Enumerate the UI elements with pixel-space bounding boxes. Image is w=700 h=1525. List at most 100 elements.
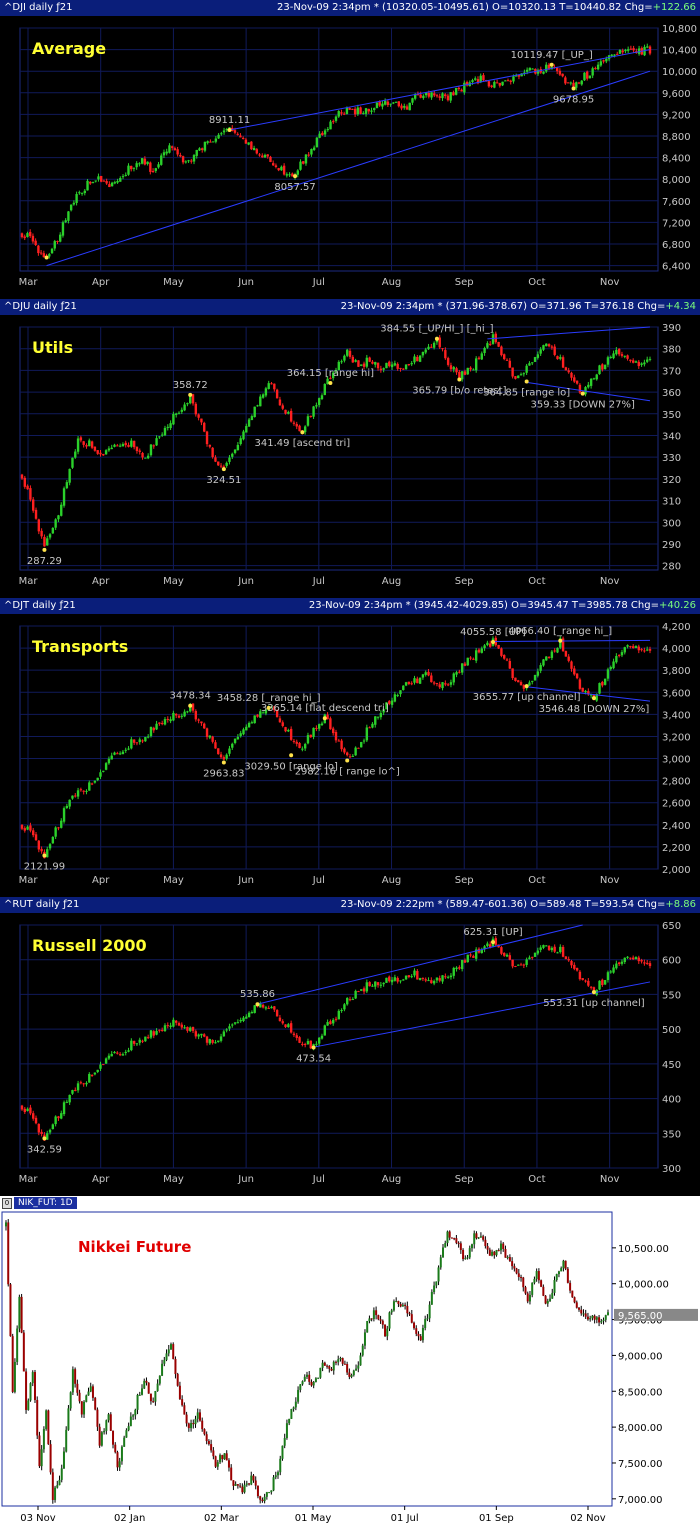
candle-body <box>60 1113 63 1119</box>
candle-body <box>211 447 214 458</box>
candle-body <box>203 1034 206 1037</box>
candle-body <box>458 371 461 379</box>
candle-body <box>278 399 282 406</box>
nikkei-tab[interactable]: NIK_FUT: 1D <box>14 1197 77 1209</box>
candle-body <box>519 964 523 966</box>
candle-body <box>239 1019 242 1022</box>
bar-body <box>223 1453 226 1460</box>
bar-body <box>33 1372 36 1400</box>
candle-body <box>469 367 472 370</box>
bar-body <box>239 1485 242 1487</box>
candle-body <box>598 683 601 694</box>
candle-body <box>602 60 605 62</box>
pivot-marker <box>571 86 576 91</box>
trend-line <box>526 686 651 702</box>
bar-body <box>372 1310 375 1320</box>
candle-body <box>270 1006 273 1009</box>
dju-info: 23-Nov-09 2:34pm * (371.96-378.67) O=371… <box>340 301 666 312</box>
dji-chart: 6,400 6,800 7,200 7,600 8,000 8,400 8,800 9,200… <box>19 24 697 288</box>
candle-body <box>302 161 305 164</box>
bar-body <box>384 1324 387 1337</box>
candle-body <box>402 979 405 981</box>
y-tick-label: 360 <box>662 388 681 399</box>
candle-body <box>589 378 593 386</box>
candle-body <box>416 678 419 684</box>
candle-body <box>187 160 190 162</box>
bar-body <box>16 1328 19 1362</box>
bar-body <box>319 1367 322 1378</box>
pivot-marker <box>345 758 350 763</box>
candle-body <box>48 844 52 849</box>
candle-body <box>435 95 439 97</box>
bar-body <box>446 1231 449 1244</box>
trend-line <box>229 49 651 131</box>
candle-body <box>433 93 436 96</box>
candle-body <box>357 991 360 993</box>
candle-body <box>236 444 240 451</box>
bar-body <box>350 1375 353 1377</box>
candle-body <box>454 88 458 95</box>
bar-body <box>248 1483 251 1485</box>
candle-body <box>211 1040 214 1043</box>
bar-body <box>20 1296 23 1333</box>
candle-body <box>217 1040 220 1043</box>
candle-body <box>273 706 276 711</box>
candle-body <box>472 369 475 371</box>
candle-body <box>606 357 610 365</box>
dji-header: ^DJI daily ƒ21 23-Nov-09 2:34pm * (10320… <box>0 0 700 16</box>
bar-body <box>268 1492 271 1494</box>
candle-body <box>306 1041 310 1045</box>
bar-body <box>482 1236 485 1240</box>
candle-body <box>208 444 212 447</box>
candle-body <box>270 383 273 385</box>
candle-body <box>228 748 231 754</box>
candle-body <box>371 361 374 364</box>
bar-body <box>152 1401 155 1403</box>
y-tick-label: 9,600 <box>662 89 691 100</box>
candle-body <box>482 75 485 81</box>
candle-body <box>474 949 478 959</box>
candle-body <box>155 1030 158 1035</box>
bar-body <box>172 1344 175 1359</box>
bar-body <box>343 1363 346 1365</box>
candle-body <box>648 648 652 651</box>
candle-body <box>259 396 262 407</box>
y-tick-label: 3,200 <box>662 732 691 743</box>
trend-line <box>492 639 651 642</box>
bar-body <box>214 1456 217 1467</box>
candle-body <box>589 694 593 696</box>
candle-body <box>144 1036 147 1042</box>
candle-body <box>592 378 596 380</box>
candle-body <box>267 383 270 389</box>
candle-body <box>438 337 441 348</box>
trend-line <box>487 326 651 340</box>
bar-body <box>219 1455 222 1463</box>
candle-body <box>37 840 41 850</box>
bar-body <box>607 1312 609 1316</box>
bar-body <box>453 1238 456 1240</box>
candle-body <box>40 530 43 537</box>
candle-body <box>329 377 332 379</box>
candle-body <box>116 753 119 755</box>
x-tick-label: Oct <box>528 875 545 886</box>
bar-body <box>308 1374 311 1382</box>
nikkei-window-box[interactable]: 0 <box>2 1198 12 1209</box>
candle-body <box>463 663 467 666</box>
candle-body <box>149 726 153 737</box>
candle-body <box>68 1094 71 1103</box>
bar-body <box>123 1437 126 1447</box>
candle-body <box>418 677 422 684</box>
candle-body <box>127 444 130 447</box>
candle-body <box>138 739 141 743</box>
candle-body <box>561 73 564 77</box>
candle-body <box>278 718 282 723</box>
x-tick-label: Mar <box>19 1174 39 1185</box>
bar-body <box>205 1434 208 1442</box>
candle-body <box>545 656 548 661</box>
candle-body <box>214 457 217 462</box>
candle-body <box>57 515 60 520</box>
y-tick-label: 10,800 <box>662 24 697 35</box>
candle-body <box>315 405 318 407</box>
bar-body <box>586 1316 589 1320</box>
candle-body <box>393 694 397 702</box>
